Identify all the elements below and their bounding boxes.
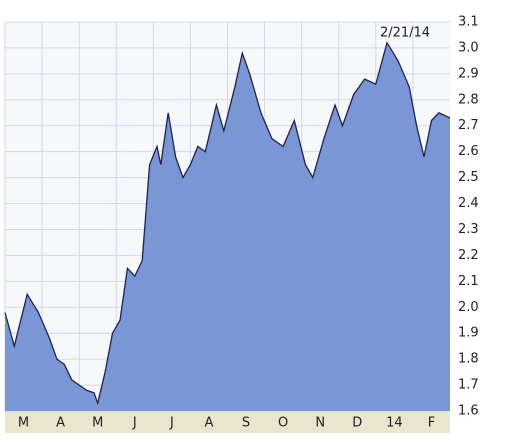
y-tick-label: 2.5 (458, 170, 479, 185)
y-tick-label: 2.6 (458, 144, 479, 159)
x-tick-label: F (428, 416, 435, 431)
y-tick-label: 2.8 (458, 92, 479, 107)
x-tick-label: M (18, 416, 29, 431)
x-tick-label: J (132, 416, 137, 431)
area (5, 42, 450, 411)
annotation: 2/21/14 (380, 26, 430, 41)
y-tick-label: 1.8 (458, 352, 479, 367)
y-tick-label: 2.2 (458, 248, 479, 263)
x-tick-label: A (205, 416, 214, 431)
y-tick-label: 3.1 (458, 15, 479, 30)
y-tick-label: 2.1 (458, 274, 479, 289)
y-tick-label: 2.0 (458, 300, 479, 315)
x-tick-label: 14 (386, 416, 403, 431)
x-tick-label: O (278, 416, 288, 431)
x-tick-label: A (56, 416, 65, 431)
y-tick-label: 2.9 (458, 66, 479, 81)
y-tick-label: 1.9 (458, 326, 479, 341)
y-tick-label: 1.6 (458, 404, 479, 419)
x-axis-band (5, 411, 450, 433)
x-tick-label: N (315, 416, 325, 431)
line (4, 41, 451, 406)
y-tick-label: 1.7 (458, 378, 479, 393)
x-tick-label: D (352, 416, 362, 431)
y-tick-label: 2.4 (458, 196, 479, 211)
y-tick-label: 2.3 (458, 222, 479, 237)
y-tick-label: 3.0 (458, 40, 479, 55)
x-tick-label: J (169, 416, 174, 431)
x-tick-label: M (92, 416, 103, 431)
x-tick-label: S (242, 416, 250, 431)
y-tick-label: 2.7 (458, 118, 479, 133)
